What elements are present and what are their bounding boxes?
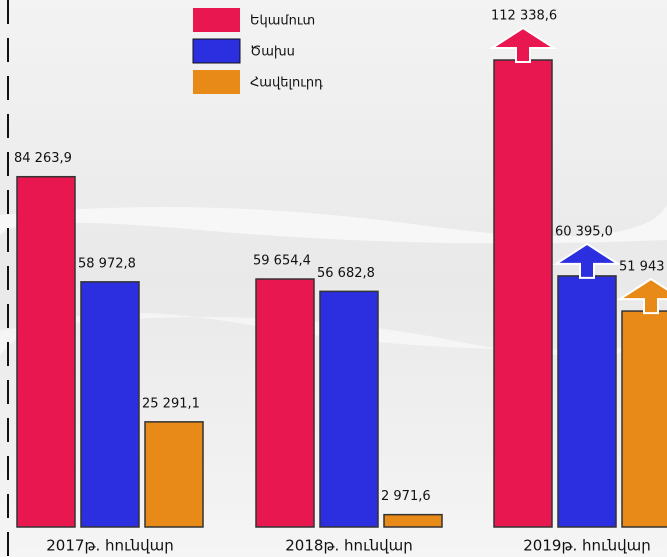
x-tick-label: 2018թ. հունվար (285, 537, 412, 555)
value-label: 59 654,4 (253, 254, 311, 269)
value-label: 60 395,0 (555, 224, 613, 239)
value-label: 25 291,1 (142, 396, 200, 411)
bar (80, 281, 140, 528)
value-label: 58 972,8 (78, 256, 136, 271)
bar (383, 513, 443, 528)
legend-swatch (193, 70, 240, 94)
arrow (488, 26, 558, 63)
bar (255, 278, 315, 528)
x-tick-label: 2019թ. հունվար (523, 537, 650, 555)
legend-swatch (193, 8, 240, 32)
bar (16, 175, 76, 528)
bar (493, 59, 553, 528)
legend-label: Եկամուտ (250, 14, 315, 29)
x-tick-label: 2017թ. հունվար (46, 537, 173, 555)
arrow (552, 242, 622, 279)
legend-swatch (192, 38, 241, 64)
bar (144, 421, 204, 528)
bar (621, 310, 667, 528)
value-label: 56 682,8 (317, 266, 375, 281)
legend-label: Հավելուրդ (250, 76, 323, 91)
legend-label: Ծախս (250, 45, 295, 60)
value-label: 84 263,9 (14, 151, 72, 166)
value-label: 51 943 (619, 260, 665, 275)
value-label: 112 338,6 (491, 9, 557, 24)
bar (557, 275, 617, 528)
bar (319, 290, 379, 528)
value-label: 2 971,6 (381, 489, 431, 504)
